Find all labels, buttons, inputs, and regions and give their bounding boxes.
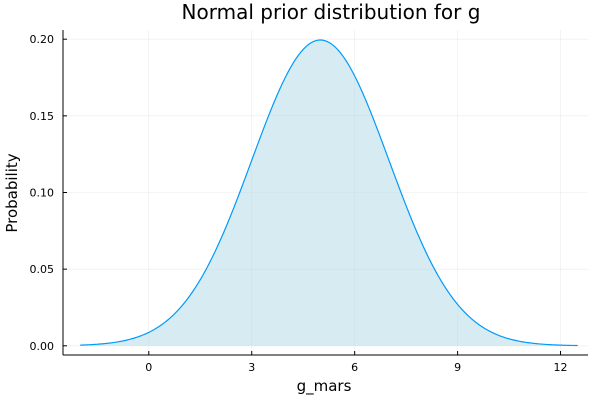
x-axis-label: g_mars (297, 377, 352, 396)
x-tick-label: 9 (454, 361, 461, 374)
x-tick-label: 6 (351, 361, 358, 374)
y-tick-label: 0.15 (30, 110, 55, 123)
x-tick-label: 3 (248, 361, 255, 374)
x-tick-label: 0 (145, 361, 152, 374)
y-axis-label: Probability (3, 153, 21, 232)
series-area-fill (80, 40, 578, 346)
y-tick-label: 0.10 (30, 187, 55, 200)
y-tick-label: 0.00 (30, 340, 55, 353)
chart-title: Normal prior distribution for g (182, 0, 481, 24)
x-tick-label: 12 (554, 361, 568, 374)
y-tick-label: 0.20 (30, 33, 55, 46)
ticks: 0 3 6 9 12 0.00 0.05 0.10 0.15 0.20 (30, 33, 568, 374)
series-line (80, 39, 578, 347)
y-tick-label: 0.05 (30, 263, 55, 276)
